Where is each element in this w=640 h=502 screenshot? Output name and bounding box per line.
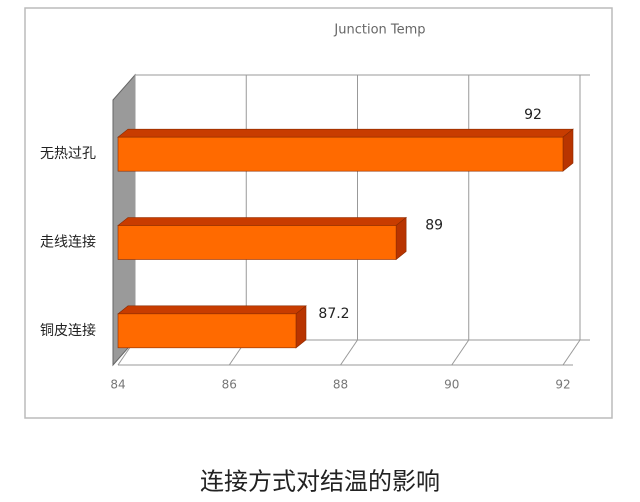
chart-title: Junction Temp <box>333 23 425 38</box>
bar-top <box>117 217 407 226</box>
value-label: 89 <box>425 218 443 234</box>
bar-top <box>117 128 574 138</box>
value-label: 92 <box>524 107 542 123</box>
floor-line <box>451 339 470 366</box>
x-tick-label: 84 <box>110 378 125 392</box>
bar <box>117 136 564 172</box>
bar <box>117 313 297 349</box>
bar-top <box>117 305 307 315</box>
bar <box>117 225 397 260</box>
value-label: 87.2 <box>318 306 349 322</box>
x-tick-label: 92 <box>555 378 570 392</box>
y-tick-label: 铜皮连接 <box>40 322 96 339</box>
caption: 连接方式对结温的影响 <box>200 468 440 496</box>
x-tick-label: 86 <box>222 378 237 392</box>
floor-line <box>340 339 358 366</box>
y-tick-label: 走线连接 <box>40 234 96 251</box>
y-tick-label: 无热过孔 <box>40 146 96 162</box>
floor-line <box>562 339 581 366</box>
x-tick-label: 90 <box>444 378 459 392</box>
x-tick-label: 88 <box>333 378 348 392</box>
